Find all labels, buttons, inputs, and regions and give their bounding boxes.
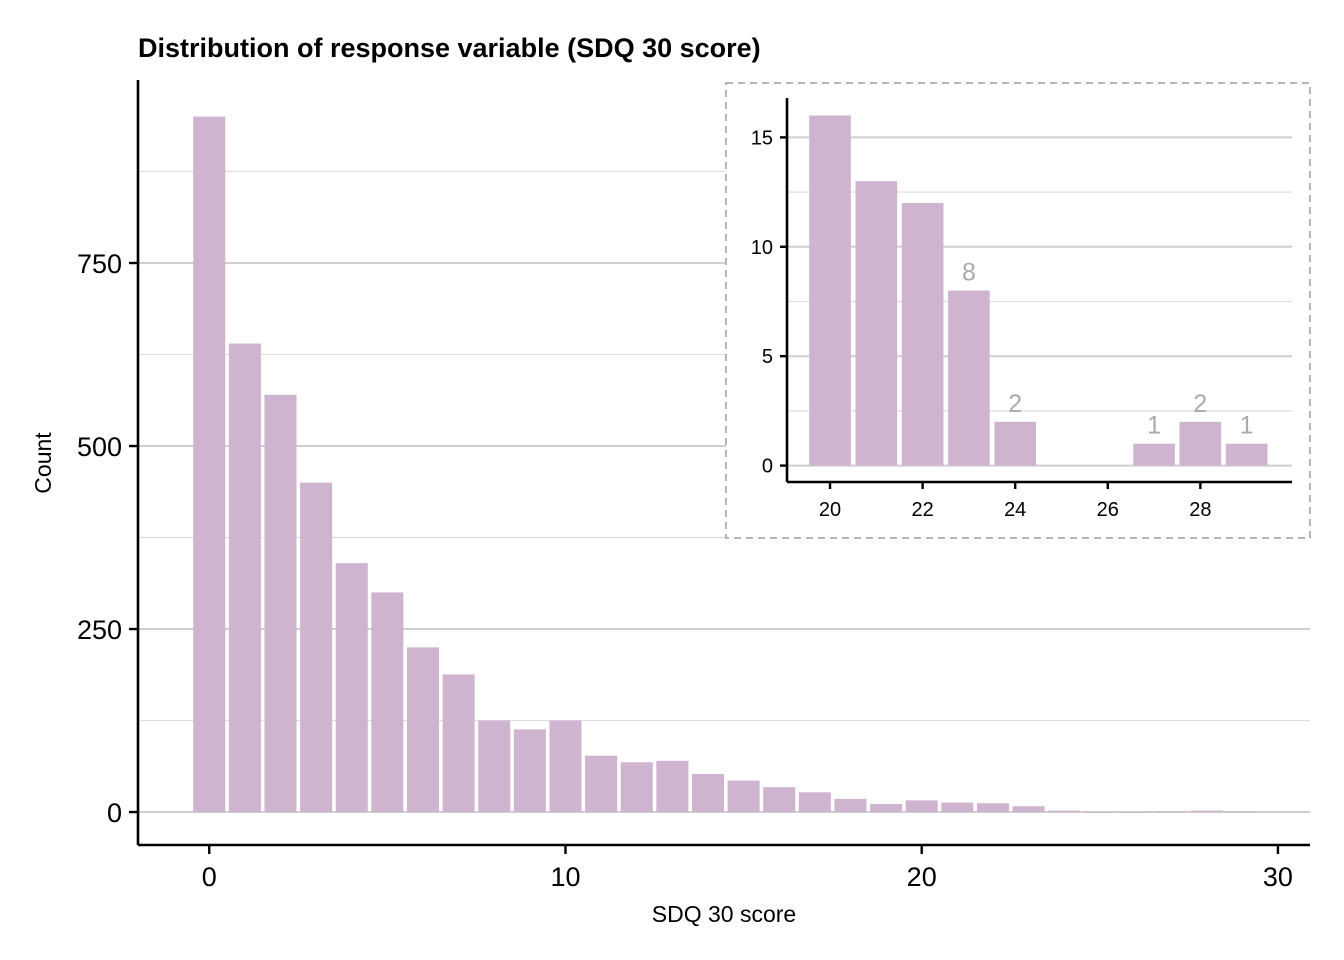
- bar: [1155, 811, 1188, 813]
- inset-data-label: 1: [1147, 412, 1161, 440]
- y-tick-label: 250: [77, 615, 122, 645]
- inset-y-tick-label: 10: [751, 237, 773, 259]
- y-tick-label: 0: [107, 798, 122, 828]
- bar: [585, 755, 618, 813]
- inset-bars: [809, 115, 1268, 466]
- inset-data-label: 2: [1008, 390, 1022, 418]
- bar: [620, 762, 653, 813]
- x-tick-label: 30: [1263, 862, 1293, 892]
- y-tick-label: 500: [77, 432, 122, 462]
- inset-bar: [855, 181, 898, 466]
- inset-bar: [994, 421, 1037, 466]
- bar: [834, 798, 867, 813]
- bar: [228, 343, 261, 813]
- bar: [1119, 812, 1152, 813]
- bar: [656, 760, 689, 813]
- y-tick-label: 750: [77, 249, 122, 279]
- bar: [300, 482, 333, 813]
- inset-bar: [1133, 443, 1175, 466]
- bar: [1190, 810, 1223, 813]
- bar: [1048, 810, 1081, 813]
- inset-y-tick-label: 15: [751, 127, 773, 149]
- bar: [1012, 806, 1045, 813]
- inset-y-tick-label: 0: [762, 456, 773, 478]
- inset-bar: [1225, 443, 1268, 466]
- x-axis-title: SDQ 30 score: [652, 901, 796, 927]
- inset-x-tick-label: 24: [1004, 499, 1026, 521]
- inset-bar: [809, 115, 851, 466]
- bar: [691, 773, 724, 813]
- bar: [371, 592, 404, 813]
- bar: [727, 780, 760, 813]
- bar: [193, 116, 226, 813]
- inset-bar: [901, 203, 944, 466]
- bar: [513, 729, 546, 813]
- inset-data-labels: 8 2 1 2 1: [962, 259, 1254, 440]
- inset-x-tick-label: 22: [911, 499, 933, 521]
- bar: [442, 674, 475, 813]
- y-axis-title: Count: [30, 432, 56, 494]
- x-tick-label: 20: [907, 862, 937, 892]
- bar: [870, 804, 903, 813]
- inset-x-tick-label: 26: [1097, 499, 1119, 521]
- main-grid: [138, 170, 1310, 814]
- bar: [976, 803, 1009, 813]
- inset-data-label: 1: [1240, 412, 1254, 440]
- bar: [905, 800, 938, 813]
- inset-data-label: 2: [1193, 390, 1207, 418]
- inset-data-label: 8: [962, 259, 976, 287]
- bar: [798, 792, 831, 813]
- bar: [1226, 811, 1259, 813]
- bar: [478, 720, 511, 813]
- inset-x-tick-label: 28: [1189, 499, 1211, 521]
- bar: [549, 720, 582, 813]
- inset-bar: [948, 290, 990, 466]
- main-bars: [193, 116, 1259, 813]
- inset-panel: 8 2 1 2 1 0 5 10 15 20 22 24 26 28: [725, 82, 1311, 539]
- inset-x-tick-label: 20: [819, 499, 841, 521]
- bar: [406, 647, 440, 813]
- bar: [1083, 812, 1116, 813]
- inset-y-tick-label: 5: [762, 346, 773, 368]
- bar: [763, 787, 796, 813]
- bar: [335, 563, 368, 813]
- chart-title: Distribution of response variable (SDQ 3…: [138, 33, 761, 63]
- x-tick-label: 0: [202, 862, 217, 892]
- x-tick-label: 10: [550, 862, 580, 892]
- inset-bar: [1179, 421, 1222, 466]
- bar: [264, 394, 297, 813]
- bar: [941, 802, 974, 813]
